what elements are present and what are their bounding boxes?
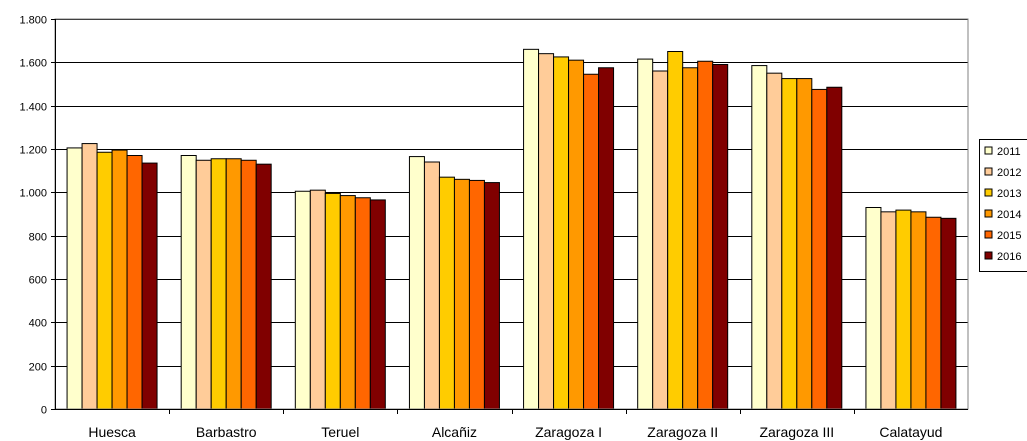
bar-2011-huesca	[66, 147, 83, 410]
x-category-label: Alcañiz	[432, 424, 477, 440]
bar-2013-calatayud	[895, 209, 912, 410]
x-category-label: Barbastro	[196, 424, 257, 440]
bar-2014-calatayud	[910, 211, 927, 410]
bar-2016-zaragoza-ii	[712, 64, 729, 410]
legend-swatch-2012	[984, 167, 993, 176]
y-tick-label: 400	[29, 318, 47, 330]
bar-2015-alca-iz	[468, 179, 485, 410]
bar-2014-zaragoza-iii	[796, 78, 813, 410]
bar-2013-barbastro	[210, 158, 227, 410]
legend-label-2014: 2014	[997, 209, 1021, 221]
legend-swatch-2015	[984, 230, 993, 239]
x-category-label: Zaragoza I	[535, 424, 602, 440]
x-category-label: Calatayud	[879, 424, 942, 440]
bars	[66, 48, 957, 410]
y-tick-label: 800	[29, 232, 47, 244]
bar-2016-zaragoza-i	[598, 67, 615, 410]
bar-2013-zaragoza-ii	[667, 51, 684, 410]
bar-2011-zaragoza-ii	[637, 58, 654, 410]
bar-2012-huesca	[81, 143, 98, 410]
bar-2013-teruel	[324, 192, 341, 410]
bar-2013-alca-iz	[438, 176, 455, 410]
legend-swatch-2014	[984, 209, 993, 218]
bar-2012-barbastro	[195, 159, 212, 410]
y-axis-tick-labels: 0 200 400 600 800 1.000 1.200 1.400 1.600 1.800	[19, 15, 47, 417]
bar-2014-zaragoza-ii	[682, 67, 699, 410]
legend-swatch-2016	[984, 251, 993, 260]
legend-swatch-2011	[984, 146, 993, 155]
x-category-label: Zaragoza II	[647, 424, 718, 440]
legend: 2011 2012 2013 2014 2015 2016	[979, 139, 1027, 272]
bar-2012-teruel	[309, 189, 326, 410]
y-tick-label: 1.000	[19, 188, 47, 200]
legend-box	[979, 139, 1027, 272]
bar-2014-alca-iz	[453, 178, 470, 410]
bar-2013-zaragoza-iii	[781, 78, 798, 410]
bar-2016-barbastro	[255, 163, 272, 410]
bar-2015-teruel	[354, 197, 371, 410]
bar-2012-zaragoza-ii	[652, 70, 669, 410]
legend-label-2013: 2013	[997, 188, 1021, 200]
bar-2015-barbastro	[240, 159, 257, 410]
bar-2016-calatayud	[940, 217, 957, 410]
x-category-label: Huesca	[88, 424, 136, 440]
bar-2014-teruel	[339, 195, 356, 410]
bar-2012-zaragoza-i	[538, 53, 555, 410]
y-tick-label: 1.800	[19, 15, 47, 27]
bar-2011-barbastro	[180, 155, 197, 410]
x-category-label: Zaragoza III	[759, 424, 834, 440]
bar-2013-zaragoza-i	[553, 56, 570, 410]
y-tick-label: 600	[29, 275, 47, 287]
y-tick-label: 1.200	[19, 145, 47, 157]
bar-2011-zaragoza-iii	[751, 65, 768, 410]
bar-2012-alca-iz	[423, 161, 440, 410]
bar-2016-zaragoza-iii	[826, 86, 843, 410]
legend-label-2015: 2015	[997, 230, 1021, 242]
axes	[51, 18, 969, 414]
x-axis-category-labels: Huesca Barbastro Teruel Alcañiz Zaragoza I Za…	[88, 424, 942, 440]
bar-2012-zaragoza-iii	[766, 72, 783, 410]
bar-2015-zaragoza-i	[583, 73, 600, 410]
bar-2011-zaragoza-i	[523, 48, 540, 410]
x-category-label: Teruel	[321, 424, 359, 440]
legend-label-2012: 2012	[997, 167, 1021, 179]
legend-label-2011: 2011	[997, 146, 1021, 158]
legend-swatch-2013	[984, 188, 993, 197]
y-tick-label: 200	[29, 362, 47, 374]
legend-label-2016: 2016	[997, 251, 1021, 263]
bar-2015-calatayud	[925, 216, 942, 410]
bar-2015-zaragoza-iii	[811, 88, 828, 410]
y-tick-label: 1.600	[19, 58, 47, 70]
bar-2011-teruel	[294, 190, 311, 410]
bar-2016-huesca	[141, 162, 158, 410]
bar-2016-alca-iz	[483, 182, 500, 410]
bar-2014-barbastro	[225, 158, 242, 410]
bar-2015-huesca	[126, 155, 143, 410]
bar-2013-huesca	[96, 151, 113, 410]
bar-2011-calatayud	[865, 207, 882, 410]
y-tick-label: 1.400	[19, 102, 47, 114]
bar-2011-alca-iz	[408, 156, 425, 410]
bar-2014-huesca	[111, 149, 128, 410]
bar-2014-zaragoza-i	[568, 59, 585, 410]
bar-2012-calatayud	[880, 211, 897, 410]
y-tick-label: 0	[41, 405, 47, 417]
bar-2016-teruel	[369, 199, 386, 410]
bar-2015-zaragoza-ii	[697, 60, 714, 410]
